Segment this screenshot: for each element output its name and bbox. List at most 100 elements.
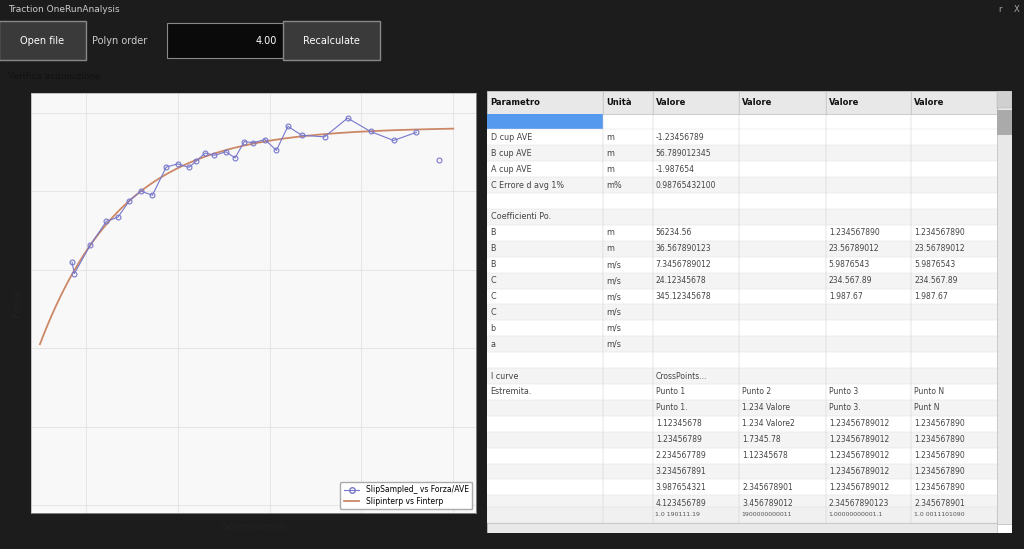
Text: m/s: m/s <box>606 308 621 317</box>
Text: 1.23456789012: 1.23456789012 <box>828 483 889 492</box>
Text: 1.234567890: 1.234567890 <box>914 228 965 237</box>
Text: b: b <box>490 324 496 333</box>
Text: B: B <box>490 260 496 269</box>
Text: B: B <box>490 244 496 253</box>
Text: 23.56789012: 23.56789012 <box>914 244 965 253</box>
Text: Recalculate: Recalculate <box>303 36 359 46</box>
Text: Punto 2: Punto 2 <box>742 388 771 396</box>
Text: B cup AVE: B cup AVE <box>490 149 531 158</box>
Text: C: C <box>490 292 497 301</box>
Bar <box>487 193 997 209</box>
Text: m/s: m/s <box>606 340 621 349</box>
FancyBboxPatch shape <box>283 21 380 60</box>
Text: m/s: m/s <box>606 292 621 301</box>
Text: C: C <box>490 308 497 317</box>
Bar <box>997 110 1012 135</box>
Text: 1.234567890: 1.234567890 <box>914 419 965 428</box>
Bar <box>487 463 997 479</box>
Text: 4.00: 4.00 <box>255 36 276 46</box>
Text: 2.34567890123: 2.34567890123 <box>828 499 889 508</box>
Text: Punto N: Punto N <box>914 388 944 396</box>
Text: 1.00000000001.1: 1.00000000001.1 <box>828 512 883 517</box>
Bar <box>487 225 997 241</box>
Text: 1.23456789012: 1.23456789012 <box>828 467 889 476</box>
Text: Punto 1.: Punto 1. <box>655 404 687 412</box>
Text: I curve: I curve <box>490 372 518 380</box>
Text: a: a <box>490 340 496 349</box>
Text: Valore: Valore <box>914 98 944 107</box>
Text: 36.567890123: 36.567890123 <box>655 244 712 253</box>
Text: Punto 3: Punto 3 <box>828 388 858 396</box>
Text: m%: m% <box>606 181 622 189</box>
Text: 1.987.67: 1.987.67 <box>914 292 948 301</box>
Bar <box>487 177 997 193</box>
Text: 5.9876543: 5.9876543 <box>828 260 870 269</box>
Text: Punto 1: Punto 1 <box>655 388 685 396</box>
Text: 3.456789012: 3.456789012 <box>742 499 793 508</box>
Text: 1900000000011: 1900000000011 <box>741 512 793 517</box>
Bar <box>487 241 997 257</box>
Text: Estremita.: Estremita. <box>490 388 531 396</box>
Bar <box>487 91 997 114</box>
Bar <box>487 289 997 305</box>
Bar <box>997 91 1012 524</box>
Text: Punto 3.: Punto 3. <box>828 404 860 412</box>
Text: m/s: m/s <box>606 260 621 269</box>
Text: Punt N: Punt N <box>914 404 940 412</box>
Text: 1.234567890: 1.234567890 <box>828 228 880 237</box>
Text: m: m <box>606 244 614 253</box>
FancyBboxPatch shape <box>167 23 285 58</box>
Text: 234.567.89: 234.567.89 <box>828 276 872 285</box>
Bar <box>487 209 997 225</box>
Text: Verifica acquisizione: Verifica acquisizione <box>8 72 101 81</box>
Text: 4.123456789: 4.123456789 <box>655 499 707 508</box>
Text: 2.234567789: 2.234567789 <box>655 451 707 460</box>
Text: 1.234 Valore: 1.234 Valore <box>742 404 791 412</box>
Text: 1.234567890: 1.234567890 <box>914 467 965 476</box>
Text: Valore: Valore <box>828 98 859 107</box>
Bar <box>487 495 997 511</box>
Text: Parametro: Parametro <box>490 98 541 107</box>
Bar <box>487 257 997 273</box>
Text: 56234.56: 56234.56 <box>655 228 692 237</box>
Legend: SlipSampled_ vs Forza/AVE, Slipinterp vs Finterp: SlipSampled_ vs Forza/AVE, Slipinterp vs… <box>340 481 472 509</box>
Text: 24.12345678: 24.12345678 <box>655 276 707 285</box>
Text: 1.0 190111.19: 1.0 190111.19 <box>655 512 700 517</box>
Bar <box>487 273 997 289</box>
Text: 1.7345.78: 1.7345.78 <box>742 435 781 444</box>
Text: 1.234567890: 1.234567890 <box>914 451 965 460</box>
Text: 1.0 0011101090: 1.0 0011101090 <box>913 512 965 517</box>
Text: 23.56789012: 23.56789012 <box>828 244 880 253</box>
FancyBboxPatch shape <box>0 21 86 60</box>
Text: C: C <box>490 276 497 285</box>
Bar <box>487 400 997 416</box>
Text: m/s: m/s <box>606 276 621 285</box>
Bar <box>487 337 997 352</box>
Text: 2.345678901: 2.345678901 <box>742 483 793 492</box>
Bar <box>487 130 997 145</box>
X-axis label: Scorrimento: Scorrimento <box>221 522 286 533</box>
Text: 234.567.89: 234.567.89 <box>914 276 957 285</box>
Text: -1.987654: -1.987654 <box>655 165 694 173</box>
Text: 1.234 Valore2: 1.234 Valore2 <box>742 419 795 428</box>
Text: 345.12345678: 345.12345678 <box>655 292 712 301</box>
Text: Traction OneRunAnalysis: Traction OneRunAnalysis <box>8 5 120 14</box>
Text: Unità: Unità <box>606 98 632 107</box>
Bar <box>487 479 997 495</box>
Text: m: m <box>606 149 614 158</box>
Text: 5.9876543: 5.9876543 <box>914 260 955 269</box>
Bar <box>487 432 997 447</box>
Text: m/s: m/s <box>606 324 621 333</box>
Text: 1.12345678: 1.12345678 <box>742 451 788 460</box>
Bar <box>997 91 1012 108</box>
Text: Polyn order: Polyn order <box>92 36 147 46</box>
Text: m: m <box>606 133 614 142</box>
Bar <box>487 114 603 130</box>
Text: 3.234567891: 3.234567891 <box>655 467 707 476</box>
Text: Valore: Valore <box>742 98 772 107</box>
Text: 1.234567890: 1.234567890 <box>914 483 965 492</box>
Text: 1.987.67: 1.987.67 <box>828 292 862 301</box>
Text: r: r <box>998 5 1001 14</box>
Bar <box>487 507 997 523</box>
Text: m: m <box>606 165 614 173</box>
